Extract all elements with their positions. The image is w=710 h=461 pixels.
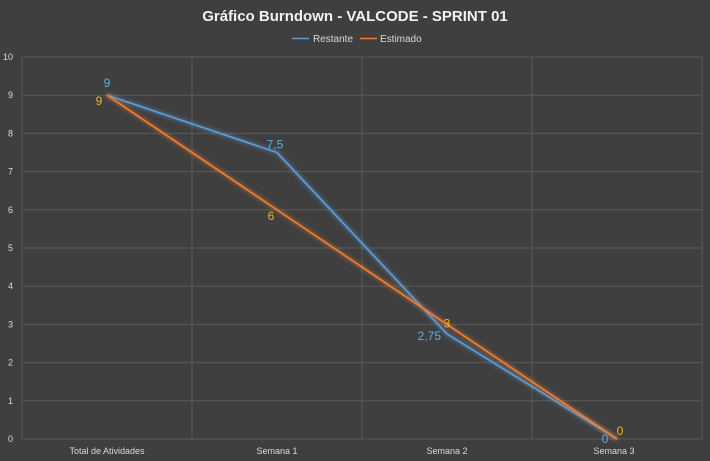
x-tick-label-0: Total de Atividades	[69, 446, 145, 456]
data-label-0-3: 0	[602, 432, 609, 446]
y-tick-label-10: 10	[3, 52, 13, 62]
x-axis-ticks: Total de Atividades Semana 1 Semana 2 Seman…	[69, 446, 634, 456]
y-tick-label-2: 2	[8, 358, 13, 368]
x-tick-label-2: Semana 2	[426, 446, 467, 456]
x-tick-label-3: Semana 3	[593, 446, 634, 456]
y-tick-label-4: 4	[8, 281, 13, 291]
legend: Restante Estimado	[292, 34, 422, 45]
data-label-0-1: 7,5	[267, 138, 284, 152]
y-tick-label-8: 8	[8, 128, 13, 138]
chart-title: Gráfico Burndown - VALCODE - SPRINT 01	[202, 8, 508, 25]
y-tick-label-6: 6	[8, 205, 13, 215]
legend-label-1: Estimado	[380, 34, 422, 45]
y-tick-label-0: 0	[8, 434, 13, 444]
data-label-1-0: 9	[96, 94, 103, 108]
legend-label-0: Restante	[313, 34, 353, 45]
x-tick-label-1: Semana 1	[256, 446, 297, 456]
y-axis-ticks: 0 1 2 3 4 5 6 7 8 9 10	[3, 52, 13, 444]
y-tick-label-5: 5	[8, 243, 13, 253]
data-label-1-2: 3	[444, 316, 451, 330]
y-tick-label-1: 1	[8, 396, 13, 406]
y-tick-label-9: 9	[8, 90, 13, 100]
data-label-1-1: 6	[268, 209, 275, 223]
data-label-0-2: 2,75	[418, 329, 442, 343]
y-tick-label-3: 3	[8, 319, 13, 329]
data-label-1-3: 0	[617, 424, 624, 438]
data-label-0-0: 9	[104, 76, 111, 90]
y-tick-label-7: 7	[8, 167, 13, 177]
grid	[22, 57, 702, 439]
